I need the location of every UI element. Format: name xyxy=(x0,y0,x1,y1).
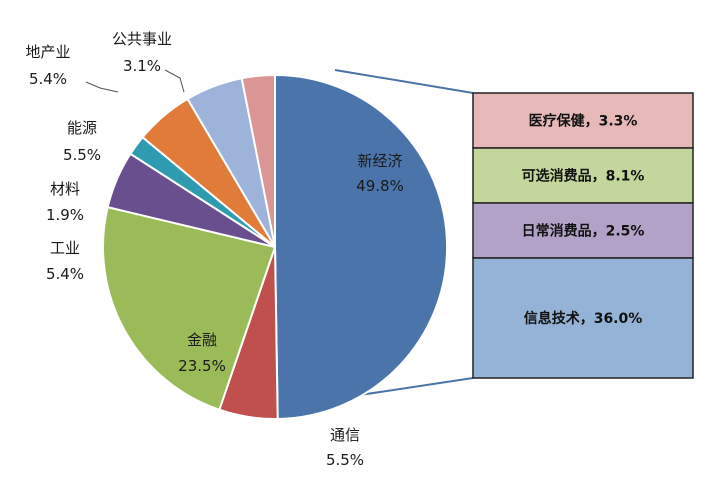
breakdown-label-healthcare: 医疗保健，3.3% xyxy=(529,113,638,130)
breakdown-label-consumer-staples: 日常消费品，2.5% xyxy=(522,223,645,240)
slice-value-label-telecom: 5.5% xyxy=(326,451,364,469)
slice-name-label-industrial: 工业 xyxy=(50,239,80,257)
slice-name-label-materials: 材料 xyxy=(50,180,80,198)
breakdown-segment-consumer-staples xyxy=(472,202,694,259)
connector-line-bottom xyxy=(359,377,474,396)
breakdown-connectors xyxy=(334,69,474,396)
pie-slice-utilities xyxy=(240,73,276,248)
slice-name-label-finance: 金融 xyxy=(187,331,217,349)
slice-name-label-real-estate: 地产业 xyxy=(25,43,70,61)
slice-name-label-energy: 能源 xyxy=(67,119,97,137)
slice-labels: 新经济 49.8% 通信 5.5% 金融 23.5% 工业 5.4% 材料 1.… xyxy=(25,30,403,469)
slice-value-label-real-estate: 5.4% xyxy=(29,70,67,88)
pie-slice-new-economy xyxy=(274,73,449,420)
breakdown-label-consumer-discretionary: 可选消费品，8.1% xyxy=(522,168,645,185)
slice-value-label-finance: 23.5% xyxy=(178,357,226,375)
slice-name-label-utilities: 公共事业 xyxy=(112,30,172,48)
leader-line-utilities xyxy=(164,69,185,93)
pie-slice-finance xyxy=(102,205,277,412)
slice-value-label-new-economy: 49.8% xyxy=(356,177,404,195)
slice-value-label-industrial: 5.4% xyxy=(46,265,84,283)
pie-slices xyxy=(102,73,449,420)
breakdown-segment-information-technology xyxy=(472,257,694,379)
connector-line-top xyxy=(334,69,474,94)
slice-value-label-materials: 1.9% xyxy=(46,206,84,224)
leader-line-real-estate xyxy=(85,81,119,93)
slice-name-label-telecom: 通信 xyxy=(330,426,360,444)
label-leader-lines xyxy=(85,69,185,93)
breakdown-segment-healthcare xyxy=(472,92,694,149)
breakdown-box: 医疗保健，3.3% 可选消费品，8.1% 日常消费品，2.5% 信息技术，36.… xyxy=(472,92,694,379)
breakdown-label-information-technology: 信息技术，36.0% xyxy=(524,310,643,327)
slice-name-label-new-economy: 新经济 xyxy=(357,152,402,170)
breakdown-segment-consumer-discretionary xyxy=(472,147,694,204)
slice-value-label-energy: 5.5% xyxy=(63,146,101,164)
slice-value-label-utilities: 3.1% xyxy=(123,57,161,75)
